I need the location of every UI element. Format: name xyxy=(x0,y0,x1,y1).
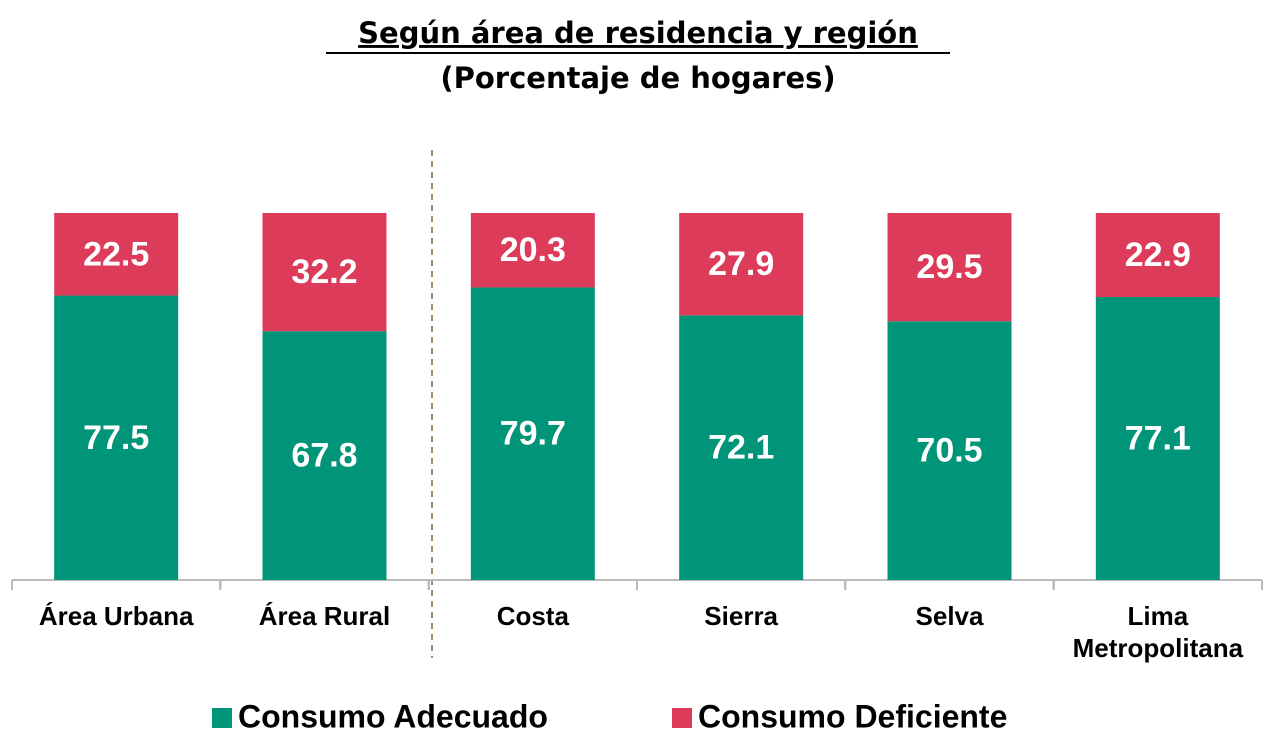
bar-segment xyxy=(887,213,1012,322)
data-label: 27.9 xyxy=(708,245,774,283)
data-label: 32.2 xyxy=(291,253,357,291)
legend-swatch xyxy=(672,708,692,728)
data-label: 22.9 xyxy=(1125,236,1191,274)
bar-segment xyxy=(887,321,1012,580)
bar-segment xyxy=(54,295,179,580)
bar-segment xyxy=(262,331,387,580)
legend-label: Consumo Deficiente xyxy=(698,698,1007,731)
data-label: 79.7 xyxy=(500,415,566,453)
data-label: 22.5 xyxy=(83,235,149,273)
data-label: 70.5 xyxy=(916,432,982,470)
chart-subtitle: (Porcentaje de hogares) xyxy=(440,61,835,95)
data-label: 20.3 xyxy=(500,231,566,269)
data-label: 67.8 xyxy=(291,437,357,475)
bar-segment xyxy=(262,213,387,332)
data-label: 72.1 xyxy=(708,429,774,467)
bar-segment xyxy=(470,287,595,580)
bar-segment xyxy=(679,213,804,316)
x-tick-label: Área Urbana xyxy=(38,601,194,631)
x-tick-label: Costa xyxy=(496,601,569,631)
x-tick-label: Lima Metropolitana xyxy=(1072,601,1244,663)
bar-segment xyxy=(54,213,179,296)
x-tick-label: Selva xyxy=(915,601,984,631)
bar-segment xyxy=(1095,297,1220,580)
x-tick-label: Área Rural xyxy=(258,601,391,631)
x-tick-label: Sierra xyxy=(704,601,779,631)
chart-title: Según área de residencia y región xyxy=(358,16,918,50)
bar-segment xyxy=(470,213,595,288)
legend-swatch xyxy=(212,708,232,728)
legend-label: Consumo Adecuado xyxy=(238,698,548,731)
data-label: 77.1 xyxy=(1125,420,1191,458)
data-label: 77.5 xyxy=(83,419,149,457)
bar-segment xyxy=(1095,213,1220,298)
data-label: 29.5 xyxy=(916,248,982,286)
bar-segment xyxy=(679,315,804,580)
